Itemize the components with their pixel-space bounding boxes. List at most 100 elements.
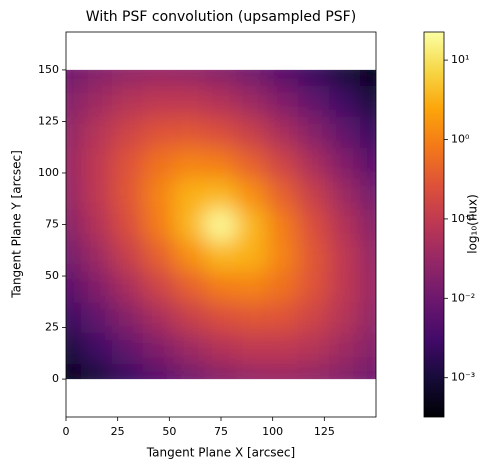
heatmap-cell: [112, 208, 144, 241]
heatmap-cell: [205, 239, 237, 272]
heatmap-cell: [267, 177, 299, 210]
heatmap-cell: [174, 84, 206, 117]
x-tick-label: 100: [262, 425, 283, 438]
heatmap-cell: [329, 239, 361, 272]
heatmap-cell: [143, 270, 175, 303]
heatmap-cell: [236, 332, 268, 365]
heatmap-cell: [236, 146, 268, 179]
y-axis-label: Tangent Plane Y [arcsec]: [10, 150, 24, 299]
y-tick-label: 25: [45, 321, 59, 334]
heatmap-cell: [267, 270, 299, 303]
heatmap-cell: [143, 208, 175, 241]
heatmap-cell: [143, 84, 175, 117]
heatmap-cell: [66, 84, 82, 117]
heatmap-cell: [236, 363, 268, 380]
colorbar-tick-label: 10⁻²: [451, 291, 475, 304]
heatmap-cell: [329, 301, 361, 334]
heatmap-cell: [174, 239, 206, 272]
heatmap-cell: [298, 239, 330, 272]
heatmap-cell: [267, 115, 299, 148]
x-tick-label: 25: [111, 425, 125, 438]
heatmap-cell: [329, 146, 361, 179]
heatmap-cell: [143, 146, 175, 179]
y-tick-label: 125: [38, 114, 59, 127]
heatmap-cell: [205, 332, 237, 365]
heatmap-cell: [112, 270, 144, 303]
heatmap-cell: [174, 332, 206, 365]
heatmap-cell: [143, 115, 175, 148]
heatmap-cell: [81, 177, 113, 210]
heatmap-cell: [81, 332, 113, 365]
x-tick-label: 125: [314, 425, 335, 438]
heatmap-cell: [205, 115, 237, 148]
heatmap-cell: [360, 84, 376, 117]
heatmap-cell: [267, 69, 299, 86]
heatmap-cell: [267, 84, 299, 117]
heatmap-cell: [236, 270, 268, 303]
heatmap-cell: [360, 301, 376, 334]
heatmap-cell: [298, 84, 330, 117]
heatmap-cell: [66, 69, 82, 86]
heatmap-cell: [66, 146, 82, 179]
heatmap-cell: [174, 146, 206, 179]
heatmap-cell: [236, 301, 268, 334]
heatmap-cell: [267, 301, 299, 334]
heatmap-cell: [329, 177, 361, 210]
y-tick-label: 50: [45, 269, 59, 282]
heatmap-cell: [298, 270, 330, 303]
heatmap-cell: [66, 363, 82, 380]
heatmap-cell: [236, 115, 268, 148]
heatmap-cell: [329, 332, 361, 365]
heatmap-cell: [360, 177, 376, 210]
heatmap-cell: [112, 301, 144, 334]
heatmap-cell: [298, 301, 330, 334]
heatmap-cell: [267, 146, 299, 179]
chart-title: With PSF convolution (upsampled PSF): [86, 9, 356, 25]
heatmap-cell: [329, 270, 361, 303]
heatmap-cell: [174, 270, 206, 303]
heatmap-cell: [205, 69, 237, 86]
x-tick-label: 75: [214, 425, 228, 438]
heatmap-cell: [112, 146, 144, 179]
heatmap-cell: [66, 239, 82, 272]
heatmap-cell: [267, 363, 299, 380]
colorbar-label: log₁₀(flux): [466, 194, 480, 254]
heatmap-cell: [112, 115, 144, 148]
heatmap-cell: [174, 301, 206, 334]
heatmap-cell: [143, 239, 175, 272]
x-tick-label: 50: [162, 425, 176, 438]
heatmap-cell: [81, 363, 113, 380]
heatmap-cell: [81, 69, 113, 86]
heatmap-cell: [66, 301, 82, 334]
colorbar-tick-label: 10⁰: [451, 133, 470, 146]
heatmap-cell: [66, 208, 82, 241]
heatmap-cell: [174, 208, 206, 241]
heatmap-cell: [267, 208, 299, 241]
heatmap-cell: [205, 146, 237, 179]
heatmap-cell: [236, 84, 268, 117]
y-tick-label: 75: [45, 218, 59, 231]
heatmap-cell: [205, 270, 237, 303]
heatmap-cell: [329, 363, 361, 380]
y-tick-label: 150: [38, 63, 59, 76]
heatmap-cell: [143, 177, 175, 210]
heatmap-cell: [236, 177, 268, 210]
colorbar-tick-label: 10¹: [451, 53, 469, 66]
heatmap-cell: [205, 84, 237, 117]
colorbar: [423, 31, 445, 418]
heatmap-cell: [81, 301, 113, 334]
heatmap-cell: [112, 332, 144, 365]
heatmap-cell: [143, 363, 175, 380]
heatmap-cell: [143, 332, 175, 365]
heatmap-cell: [205, 177, 237, 210]
heatmap-cell: [112, 177, 144, 210]
heatmap-cell: [112, 84, 144, 117]
heatmap-cell: [236, 239, 268, 272]
x-axis-label: Tangent Plane X [arcsec]: [146, 446, 295, 460]
heatmap-cell: [360, 208, 376, 241]
heatmap-cell: [329, 69, 361, 86]
heatmap-cell: [143, 301, 175, 334]
heatmap-cell: [66, 332, 82, 365]
heatmap-cell: [112, 363, 144, 380]
